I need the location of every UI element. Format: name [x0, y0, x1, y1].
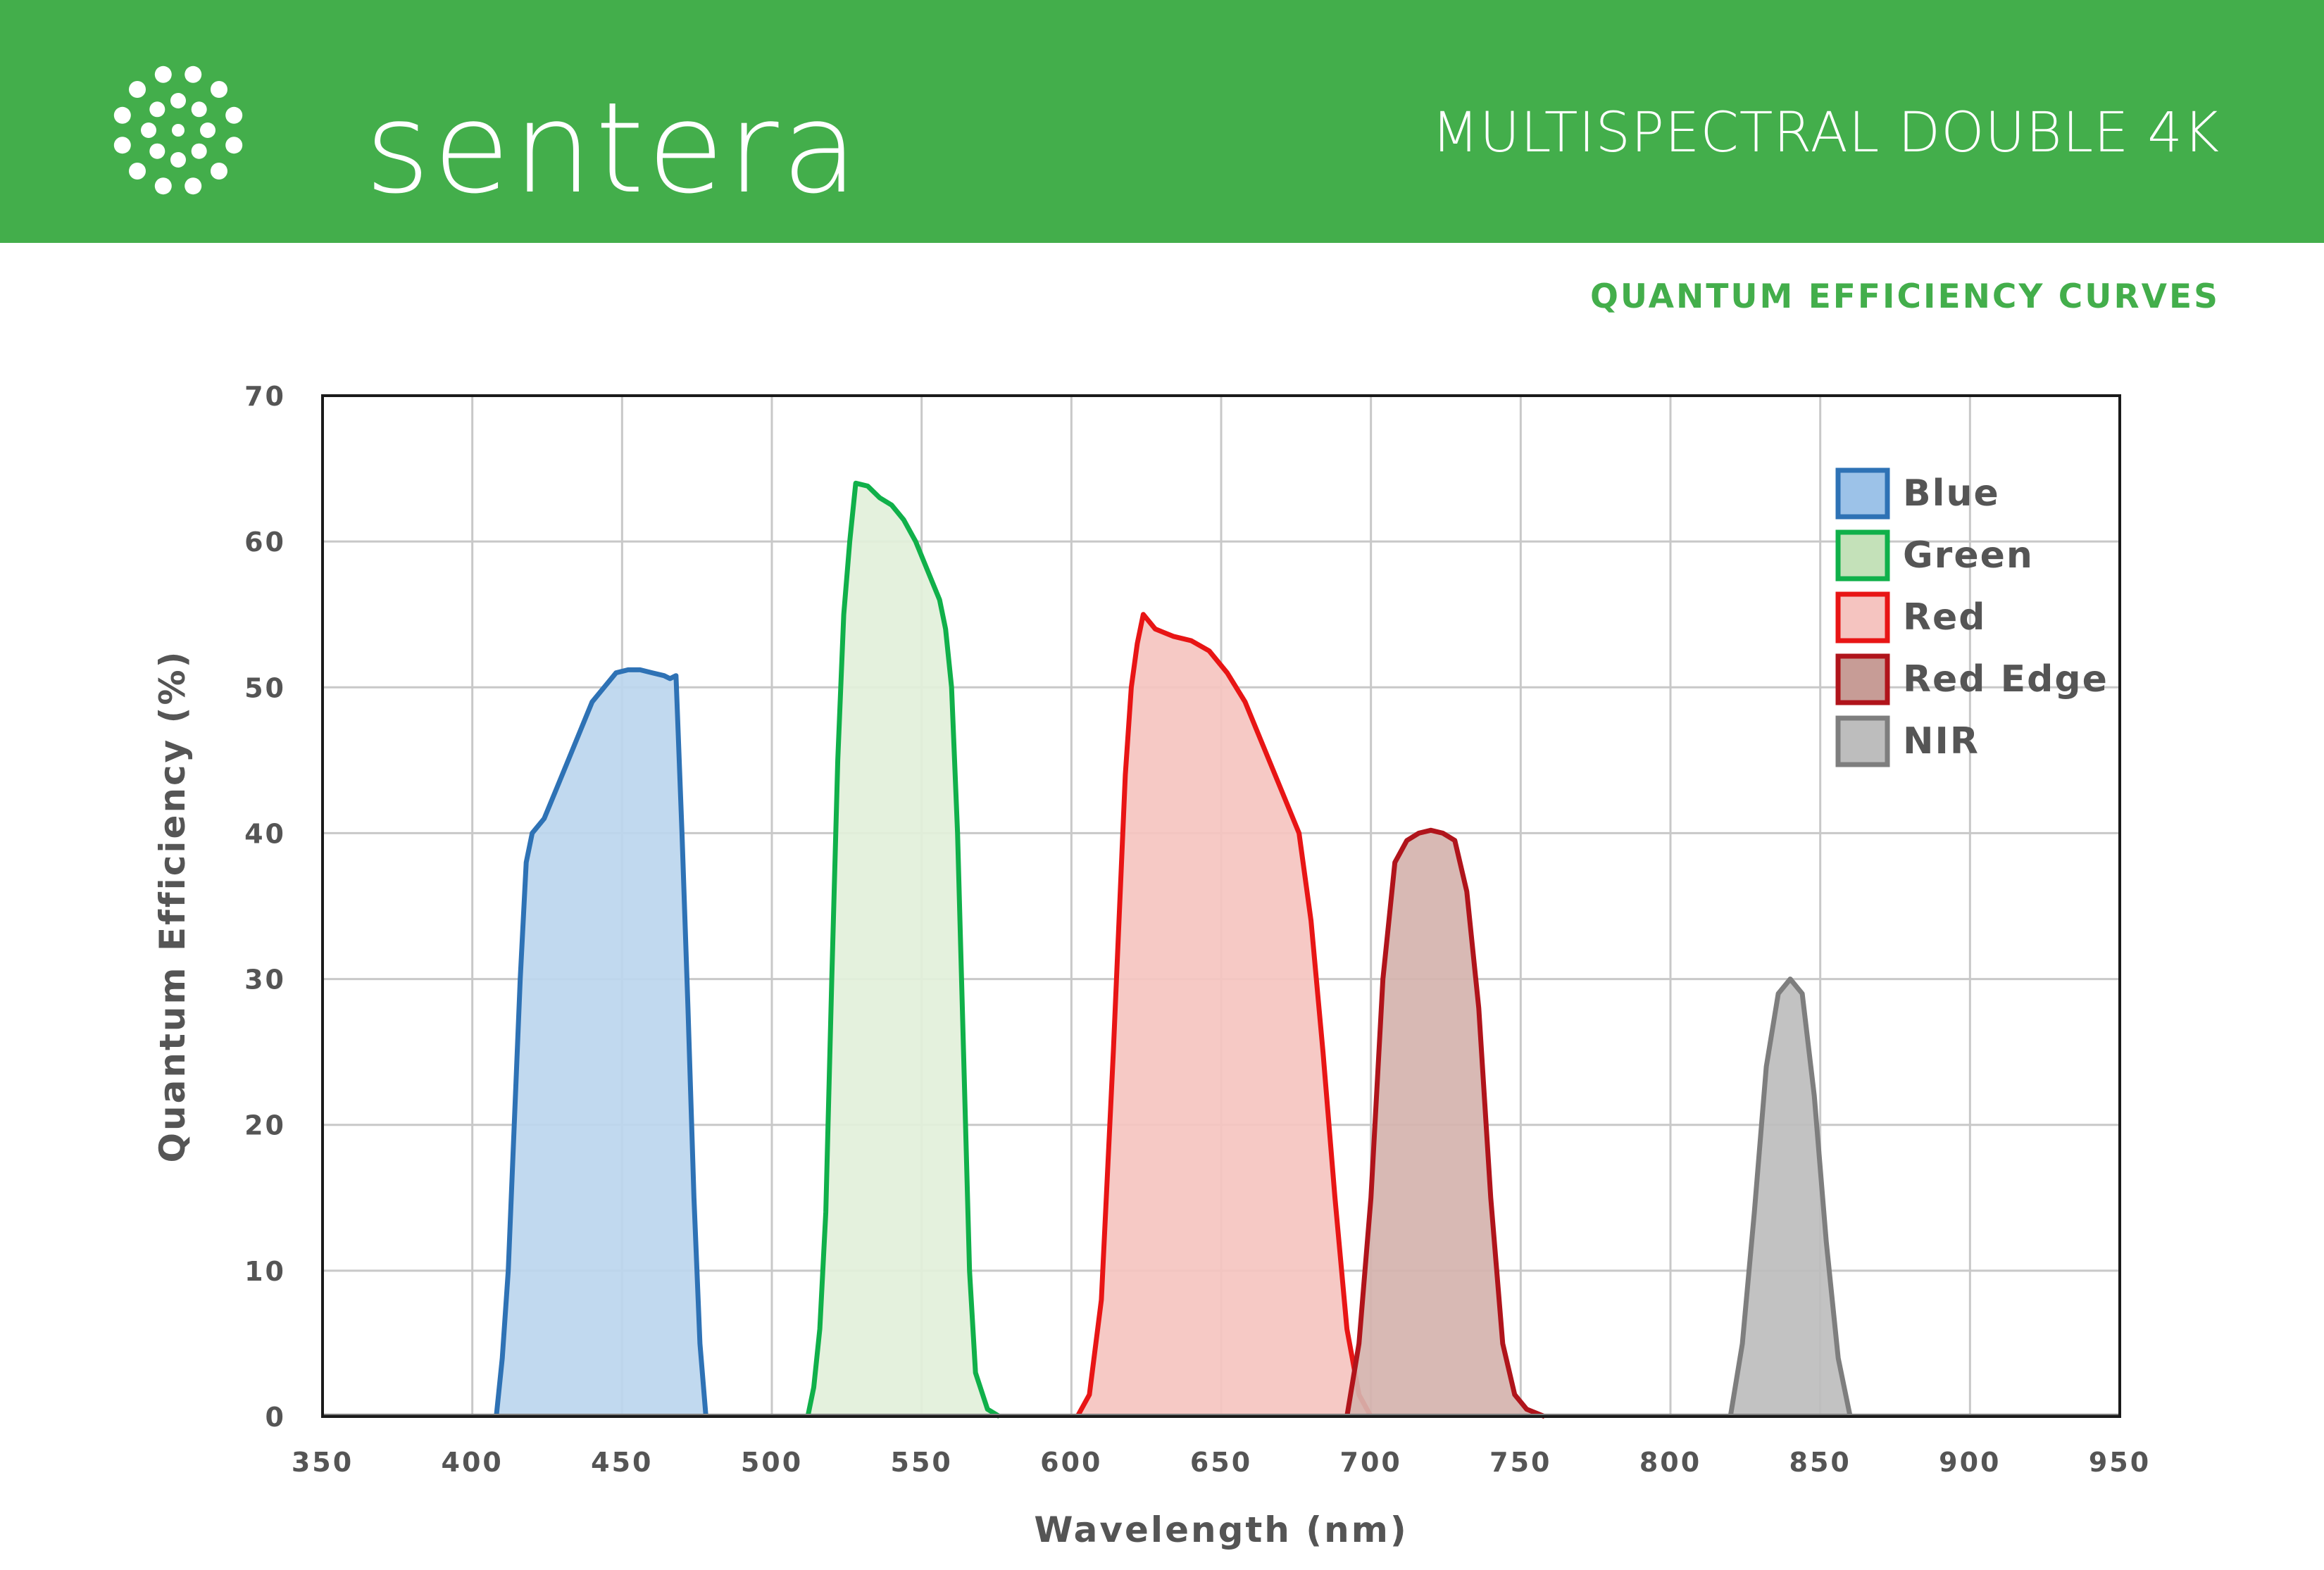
legend-swatch-red-edge [1835, 653, 1890, 705]
y-tick-label: 70 [244, 381, 286, 412]
logo-dot [210, 81, 227, 99]
sentera-logo: sentera [104, 56, 858, 211]
line-blue [494, 667, 708, 1417]
logo-dot [149, 143, 165, 159]
logo-dot [185, 177, 202, 195]
product-title: MULTISPECTRAL DOUBLE 4K [1431, 101, 2220, 165]
plot-frame [321, 394, 2121, 1418]
x-tick-label: 450 [591, 1447, 653, 1478]
y-tick-label: 20 [244, 1110, 286, 1141]
logo-dot [149, 101, 165, 118]
legend-label-green: Green [1903, 534, 2034, 577]
y-axis-title: Quantum Efficiency (%) [152, 650, 193, 1163]
logo-dot [172, 124, 185, 137]
legend-label-blue: Blue [1903, 472, 2000, 515]
logo-dot [200, 123, 215, 138]
brand-name: sentera [365, 75, 861, 221]
legend-swatch-blue [1835, 467, 1890, 520]
x-tick-label: 500 [741, 1447, 803, 1478]
y-tick-label: 0 [265, 1402, 286, 1433]
logo-dot [154, 65, 172, 83]
x-tick-label: 800 [1639, 1447, 1701, 1478]
logo-dot [170, 152, 186, 168]
logo-dot [210, 162, 227, 180]
x-tick-label: 650 [1190, 1447, 1252, 1478]
chart-legend: Blue Green Red Red Edge NIR [1835, 467, 2109, 767]
x-tick-label: 900 [1939, 1447, 2001, 1478]
logo-dot [225, 137, 243, 154]
line-green [805, 480, 1001, 1419]
logo-dot [225, 106, 243, 124]
logo-dot [141, 123, 156, 138]
x-tick-label: 700 [1340, 1447, 1402, 1478]
area-nir [1730, 979, 1851, 1417]
logo-dot [191, 143, 207, 159]
logo-dot [154, 177, 172, 195]
logo-dot [170, 93, 186, 108]
x-tick-label: 350 [292, 1447, 354, 1478]
chart-series [323, 480, 2120, 1419]
legend-label-red: Red [1903, 596, 1987, 639]
x-tick-label: 600 [1040, 1447, 1102, 1478]
sentera-logo-icon [113, 65, 243, 195]
chart-subtitle: QUANTUM EFFICIENCY CURVES [1589, 277, 2220, 316]
x-tick-label: 950 [2089, 1447, 2151, 1478]
legend-swatch-nir [1835, 715, 1890, 767]
legend-label-nir: NIR [1903, 720, 1980, 762]
x-axis-title: Wavelength (nm) [1034, 1509, 1408, 1550]
y-tick-label: 50 [244, 672, 286, 703]
y-tick-label: 40 [244, 818, 286, 849]
y-tick-label: 60 [244, 527, 286, 558]
y-tick-label: 30 [244, 965, 286, 996]
area-blue [496, 670, 706, 1417]
logo-dot [185, 65, 202, 83]
area-red [1077, 614, 1371, 1417]
axis-ticks: 350 400 450 500 550 600 650 700 750 800 850 900 950 0… [244, 381, 2151, 1478]
line-red [1075, 612, 1373, 1418]
header-bar: sentera MULTISPECTRAL DOUBLE 4K [0, 0, 2324, 243]
legend-swatch-green [1835, 529, 1890, 582]
logo-dot [113, 106, 131, 124]
x-tick-label: 850 [1789, 1447, 1851, 1478]
legend-swatch-red [1835, 591, 1890, 643]
logo-dot [191, 101, 207, 118]
line-red-edge [1344, 827, 1546, 1419]
logo-dot [129, 81, 146, 99]
y-tick-label: 10 [244, 1256, 286, 1287]
x-tick-label: 550 [891, 1447, 953, 1478]
x-tick-label: 400 [442, 1447, 504, 1478]
logo-dot [129, 162, 146, 180]
x-tick-label: 750 [1489, 1447, 1551, 1478]
line-nir [1728, 976, 1853, 1417]
legend-label-red-edge: Red Edge [1903, 658, 2109, 701]
logo-dot [113, 137, 131, 154]
